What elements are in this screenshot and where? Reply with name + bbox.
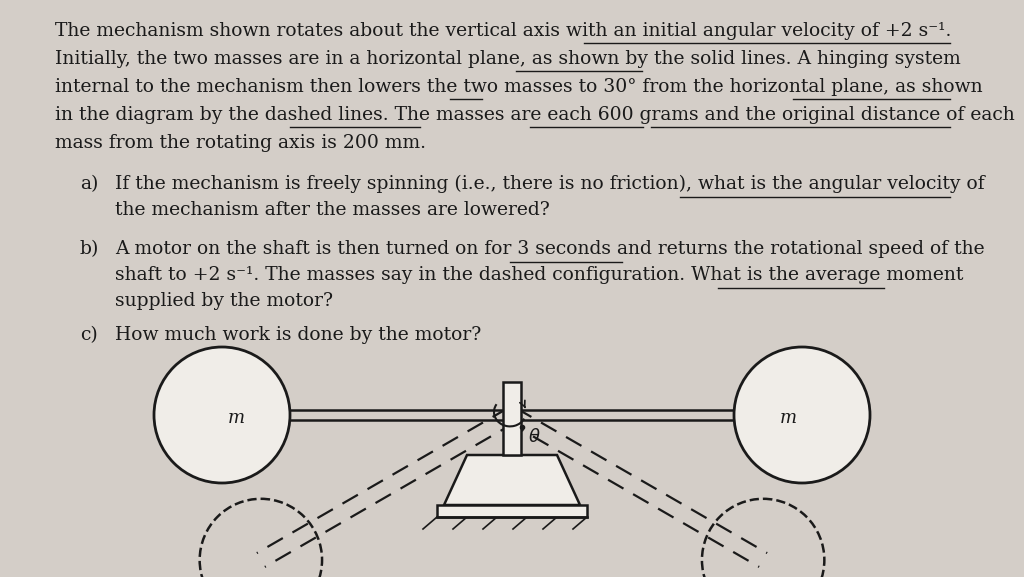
Polygon shape <box>444 455 580 505</box>
Text: A motor on the shaft is then turned on for 3 seconds and returns the rotational : A motor on the shaft is then turned on f… <box>115 240 985 258</box>
Text: internal to the mechanism then lowers the two masses to 30° from the horizontal : internal to the mechanism then lowers th… <box>55 78 983 96</box>
Text: b): b) <box>80 240 99 258</box>
Text: Initially, the two masses are in a horizontal plane, as shown by the solid lines: Initially, the two masses are in a horiz… <box>55 50 961 68</box>
Text: How much work is done by the motor?: How much work is done by the motor? <box>115 326 481 344</box>
FancyBboxPatch shape <box>503 382 521 455</box>
Text: m: m <box>227 409 245 427</box>
Bar <box>437 505 587 517</box>
Text: supplied by the motor?: supplied by the motor? <box>115 292 333 310</box>
Text: shaft to +2 s⁻¹. The masses say in the dashed configuration. What is the average: shaft to +2 s⁻¹. The masses say in the d… <box>115 266 964 284</box>
Text: in the diagram by the dashed lines. The masses are each 600 grams and the origin: in the diagram by the dashed lines. The … <box>55 106 1015 124</box>
Text: If the mechanism is freely spinning (i.e., there is no friction), what is the an: If the mechanism is freely spinning (i.e… <box>115 175 985 193</box>
Ellipse shape <box>734 347 870 483</box>
Text: m: m <box>779 409 797 427</box>
Text: mass from the rotating axis is 200 mm.: mass from the rotating axis is 200 mm. <box>55 134 426 152</box>
Text: $\theta$: $\theta$ <box>527 428 541 446</box>
Text: a): a) <box>80 175 98 193</box>
Text: The mechanism shown rotates about the vertical axis with an initial angular velo: The mechanism shown rotates about the ve… <box>55 22 951 40</box>
Text: the mechanism after the masses are lowered?: the mechanism after the masses are lower… <box>115 201 550 219</box>
Text: c): c) <box>80 326 97 344</box>
Ellipse shape <box>154 347 290 483</box>
